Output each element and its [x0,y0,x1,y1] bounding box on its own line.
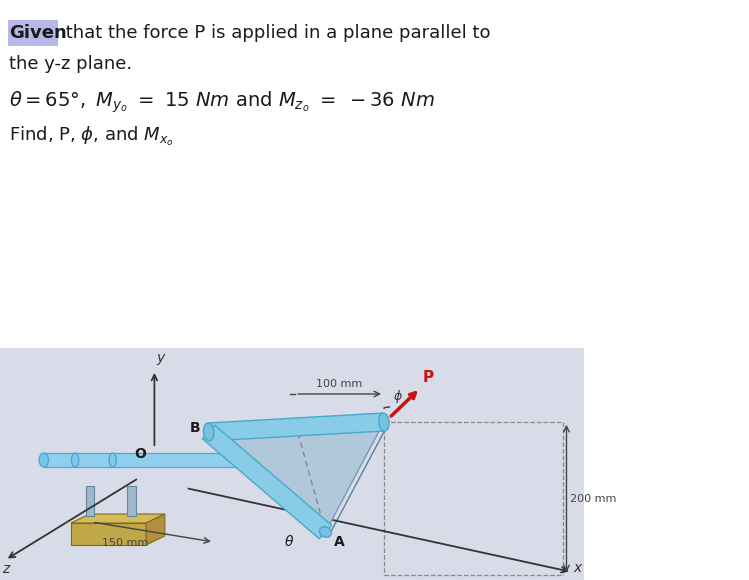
Polygon shape [146,514,165,545]
Text: x: x [574,561,582,575]
Text: A: A [334,535,345,549]
Polygon shape [71,523,146,545]
Text: P: P [422,370,434,385]
Polygon shape [208,413,384,441]
Text: O: O [134,447,146,461]
Text: $\theta = 65°,\ M_{y_o}\ =\ 15\ Nm\ \mathrm{and}\ M_{z_o}\ =\ -36\ Nm$: $\theta = 65°,\ M_{y_o}\ =\ 15\ Nm\ \mat… [9,89,435,115]
Polygon shape [71,514,165,523]
Polygon shape [202,425,332,539]
FancyBboxPatch shape [0,348,584,580]
Text: 200 mm: 200 mm [569,494,616,503]
Text: 100 mm: 100 mm [317,379,363,389]
Polygon shape [85,486,94,516]
Ellipse shape [379,413,389,431]
Ellipse shape [109,453,116,467]
Text: y: y [157,351,165,365]
Text: $\phi$: $\phi$ [393,388,403,405]
Ellipse shape [71,453,79,467]
Text: the y-z plane.: the y-z plane. [9,55,132,73]
Polygon shape [43,453,282,467]
Text: C: C [368,413,377,427]
Text: that the force P is applied in a plane parallel to: that the force P is applied in a plane p… [60,24,491,42]
Text: Find, P, $\phi$, and $M_{x_o}$: Find, P, $\phi$, and $M_{x_o}$ [9,125,174,148]
Text: $\theta$: $\theta$ [284,534,294,549]
Text: 150 mm: 150 mm [102,538,148,548]
Polygon shape [127,486,136,516]
Ellipse shape [39,453,49,467]
Polygon shape [209,422,384,532]
Text: z: z [2,562,9,576]
Ellipse shape [320,527,332,537]
FancyBboxPatch shape [8,20,58,46]
Text: B: B [189,421,200,435]
Ellipse shape [204,423,214,441]
Text: Given: Given [9,24,67,42]
